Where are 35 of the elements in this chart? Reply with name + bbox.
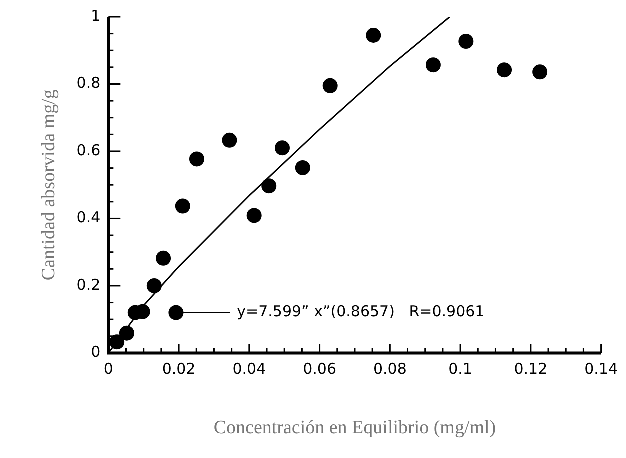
point xyxy=(274,140,290,156)
y-axis-title: Cantidad absorvida mg/g xyxy=(38,89,60,281)
annotation: y=7.599” x”(0.8657) R=0.9061 xyxy=(237,302,485,321)
point xyxy=(532,64,548,80)
point xyxy=(322,78,338,94)
point xyxy=(246,208,262,224)
x-tick-label: 0.14 xyxy=(584,360,618,378)
point xyxy=(168,305,184,320)
point xyxy=(146,278,162,294)
y-tick-label: 0.6 xyxy=(76,141,101,160)
point xyxy=(175,198,190,214)
x-tick-label: 0.04 xyxy=(232,360,266,378)
point xyxy=(110,334,125,350)
point xyxy=(426,58,441,73)
y-tick-label: 0.2 xyxy=(76,276,101,294)
y-tick-label: 0.8 xyxy=(76,74,101,92)
x-tick-label: 0.08 xyxy=(373,360,407,378)
point xyxy=(189,152,204,167)
x-tick-label: 0.1 xyxy=(448,360,472,378)
y-tick-label: 0.4 xyxy=(76,208,101,227)
point xyxy=(497,62,512,78)
x-tick-label: 0.06 xyxy=(303,360,336,378)
x-tick-label: 0 xyxy=(104,360,114,378)
point xyxy=(262,178,277,194)
point xyxy=(295,160,310,176)
point xyxy=(366,28,382,43)
point xyxy=(119,326,134,341)
y-tick-label: 1 xyxy=(91,6,101,25)
point xyxy=(458,34,474,50)
point xyxy=(156,250,172,266)
x-axis-title: Concentración en Equilibrio (mg/ml) xyxy=(214,418,496,439)
x-tick-label: 0.02 xyxy=(162,360,196,378)
y-tick-label: 0 xyxy=(91,343,101,362)
point xyxy=(222,132,238,148)
x-tick-label: 0.12 xyxy=(514,360,548,378)
